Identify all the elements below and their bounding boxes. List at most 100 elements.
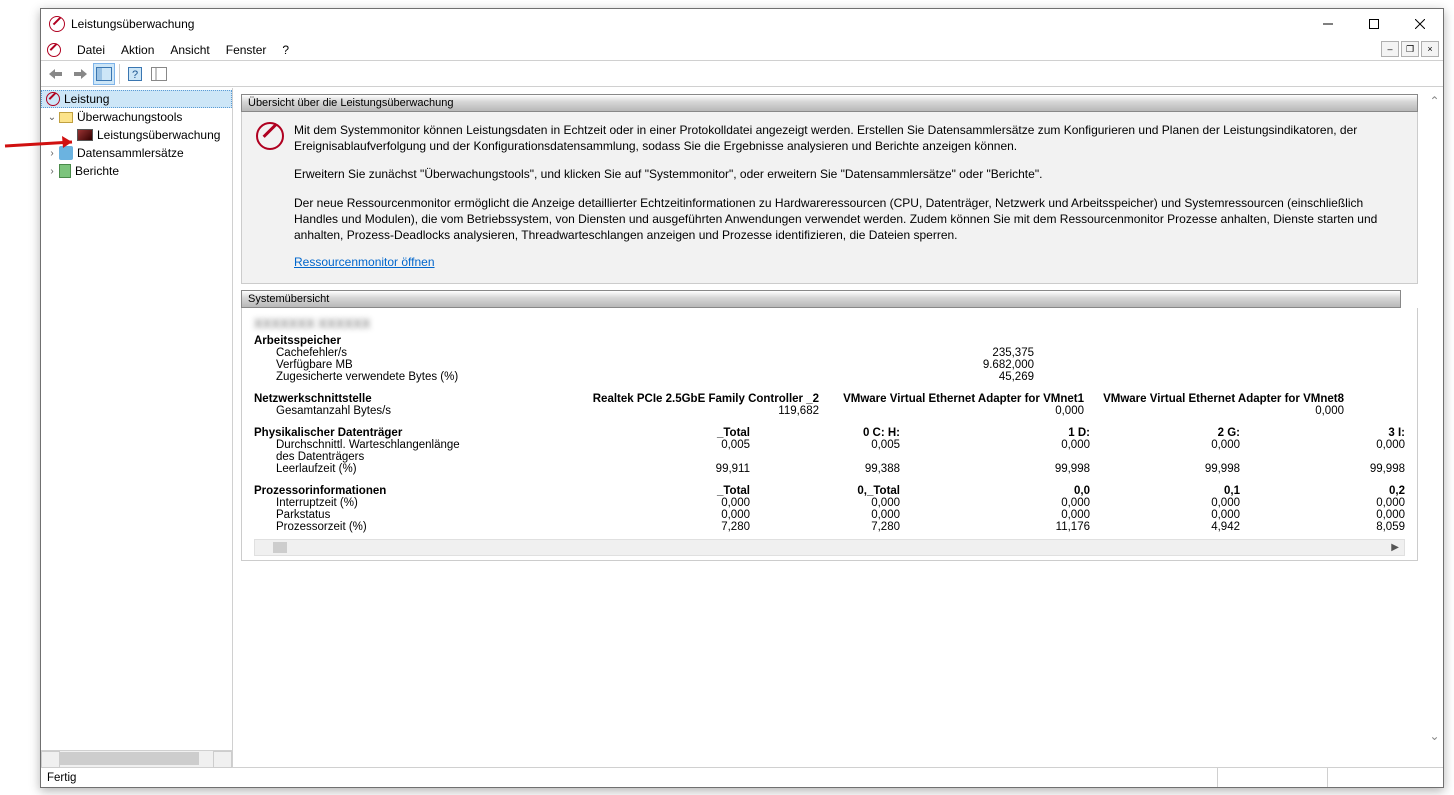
tree-horizontal-scrollbar[interactable] [41, 750, 232, 767]
tree-item--berwachungstools[interactable]: ⌄Überwachungstools [41, 108, 232, 126]
column-header: 0,0 [900, 485, 1090, 497]
metric-value: 99,388 [750, 463, 900, 475]
menu-aktion[interactable]: Aktion [113, 41, 162, 59]
system-overview-panel: XXXXXXX XXXXXX ArbeitsspeicherCachefehle… [241, 308, 1418, 561]
overview-p1: Mit dem Systemmonitor können Leistungsda… [294, 122, 1403, 154]
column-header: _Total [475, 427, 750, 439]
metric-label: Parkstatus [254, 509, 475, 521]
metric-value: 45,269 [529, 371, 1034, 383]
metric-label: Verfügbare MB [254, 359, 529, 371]
tree-root-leistung[interactable]: Leistung [41, 90, 232, 108]
metric-value: 99,998 [1240, 463, 1405, 475]
open-resource-monitor-link[interactable]: Ressourcenmonitor öffnen [294, 255, 435, 269]
expand-icon[interactable]: › [45, 148, 59, 159]
chart-icon [77, 129, 93, 141]
metric-label: Zugesicherte verwendete Bytes (%) [254, 371, 529, 383]
menu-?[interactable]: ? [274, 41, 297, 59]
metric-value: 0,000 [1084, 405, 1344, 417]
overview-p3: Der neue Ressourcenmonitor ermöglicht di… [294, 195, 1403, 244]
back-button[interactable] [45, 63, 67, 85]
tree-label: Leistung [64, 92, 109, 106]
menu-fenster[interactable]: Fenster [218, 41, 275, 59]
metric-label: Interruptzeit (%) [254, 497, 475, 509]
column-header: 0,2 [1240, 485, 1405, 497]
metric-value: 0,000 [1090, 439, 1240, 463]
app-icon [49, 16, 65, 32]
overview-text: Mit dem Systemmonitor können Leistungsda… [294, 122, 1403, 269]
close-button[interactable] [1397, 9, 1443, 39]
menu-datei[interactable]: Datei [69, 41, 113, 59]
metric-value: 99,998 [1090, 463, 1240, 475]
metric-value: 9.682,000 [529, 359, 1034, 371]
expand-icon[interactable]: › [45, 166, 59, 177]
system-header-label: Systemübersicht [248, 293, 329, 305]
overview-panel: Mit dem Systemmonitor können Leistungsda… [241, 112, 1418, 284]
menu-app-icon [47, 43, 61, 57]
hostname-blurred: XXXXXXX XXXXXX [254, 316, 370, 331]
section-title: Arbeitsspeicher [254, 335, 529, 347]
column-header: _Total [475, 485, 750, 497]
tree-item-leistungs-berwachung[interactable]: Leistungsüberwachung [41, 126, 232, 144]
column-header: 0,1 [1090, 485, 1240, 497]
system-horizontal-scrollbar[interactable]: ◀ ▶ [254, 539, 1405, 556]
maximize-button[interactable] [1351, 9, 1397, 39]
metric-value: 0,000 [1240, 497, 1405, 509]
column-header: 3 I: [1240, 427, 1405, 439]
column-header: 2 G: [1090, 427, 1240, 439]
column-header: VMware Virtual Ethernet Adapter for VMne… [819, 393, 1084, 405]
metric-value: 0,000 [900, 509, 1090, 521]
mdi-restore-button[interactable]: ❐ [1401, 41, 1419, 57]
properties-button[interactable] [148, 63, 170, 85]
metric-value: 99,998 [900, 463, 1090, 475]
navigation-tree[interactable]: Leistung ⌄Überwachungstools Leistungsüber… [41, 88, 232, 750]
column-header: 1 D: [900, 427, 1090, 439]
content-vertical-scrollbar[interactable]: ⌃ ⌄ [1426, 94, 1443, 743]
column-header: 0,_Total [750, 485, 900, 497]
metric-value: 0,000 [1090, 497, 1240, 509]
status-bar: Fertig [41, 767, 1443, 787]
menu-ansicht[interactable]: Ansicht [162, 41, 217, 59]
metric-value: 0,000 [900, 497, 1090, 509]
metric-value: 0,000 [750, 497, 900, 509]
metric-value: 0,000 [750, 509, 900, 521]
section-title: Netzwerkschnittstelle [254, 393, 529, 405]
help-button[interactable]: ? [124, 63, 146, 85]
main-area: Leistung ⌄Überwachungstools Leistungsüber… [41, 87, 1443, 767]
metric-value: 0,000 [819, 405, 1084, 417]
report-icon [59, 164, 71, 178]
section-title: Physikalischer Datenträger [254, 427, 475, 439]
tree-item-berichte[interactable]: › Berichte [41, 162, 232, 180]
collapse-icon[interactable]: ⌄ [45, 112, 59, 123]
tree-label: Berichte [75, 164, 119, 178]
metric-value: 11,176 [900, 521, 1090, 533]
metric-value: 8,059 [1240, 521, 1405, 533]
title-bar: Leistungsüberwachung [41, 9, 1443, 39]
metric-value: 4,942 [1090, 521, 1240, 533]
window-title: Leistungsüberwachung [71, 17, 194, 31]
mdi-close-button[interactable]: × [1421, 41, 1439, 57]
column-header: VMware Virtual Ethernet Adapter for VMne… [1084, 393, 1344, 405]
metric-label: Gesamtanzahl Bytes/s [254, 405, 529, 417]
metric-label: Cachefehler/s [254, 347, 529, 359]
minimize-button[interactable] [1305, 9, 1351, 39]
metric-value: 0,000 [1090, 509, 1240, 521]
navigation-tree-pane: Leistung ⌄Überwachungstools Leistungsüber… [41, 88, 233, 767]
overview-p2: Erweitern Sie zunächst "Überwachungstool… [294, 166, 1403, 182]
perf-icon [46, 92, 60, 106]
metric-label: Prozessorzeit (%) [254, 521, 475, 533]
metric-label: Durchschnittl. Warteschlangenlänge des D… [254, 439, 475, 463]
menu-bar: DateiAktionAnsichtFenster? – ❐ × [41, 39, 1443, 61]
overview-panel-header: Übersicht über die Leistungsüberwachung [241, 94, 1418, 112]
metric-value: 0,000 [900, 439, 1090, 463]
metric-value: 0,000 [1240, 439, 1405, 463]
forward-button[interactable] [69, 63, 91, 85]
tree-item-datensammlers-tze[interactable]: ›Datensammlersätze [41, 144, 232, 162]
show-hide-tree-button[interactable] [93, 63, 115, 85]
overview-icon [256, 122, 284, 150]
tree-label: Leistungsüberwachung [97, 128, 220, 142]
folder-icon [59, 112, 73, 123]
metric-value: 0,000 [475, 509, 750, 521]
scroll-down-icon: ⌄ [1429, 729, 1439, 743]
mdi-minimize-button[interactable]: – [1381, 41, 1399, 57]
section-title: Prozessorinformationen [254, 485, 475, 497]
